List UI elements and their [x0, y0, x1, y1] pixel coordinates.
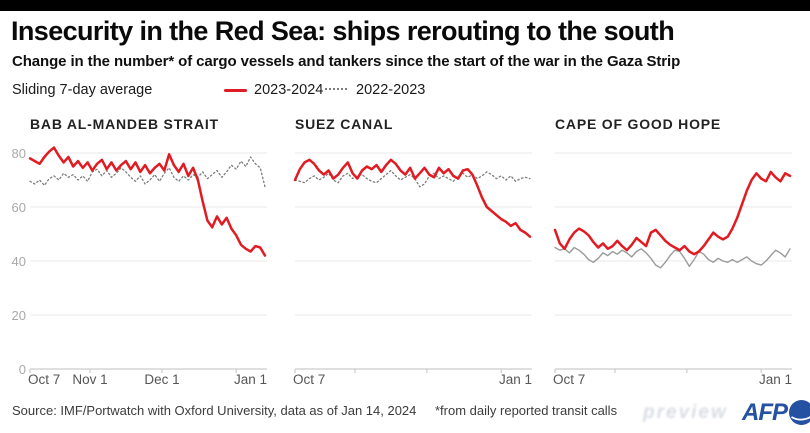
- x-label-c1-nov1: Nov 1: [72, 372, 108, 387]
- chart-cape-of-good-hope: [553, 152, 792, 373]
- x-label-c3-jan1: Jan 1: [758, 372, 792, 387]
- legend-label-2023-2024: 2023-2024: [254, 82, 324, 98]
- x-label-c3-oct7: Oct 7: [553, 372, 586, 387]
- x-label-c1-jan1: Jan 1: [233, 372, 267, 387]
- chart-suez-canal: [293, 152, 532, 373]
- series-line-2023-2024: [28, 146, 267, 257]
- series-line-2023-2024: [293, 158, 532, 238]
- series-line-2022-2023: [29, 156, 266, 188]
- y-axis-label-40: 40: [11, 254, 26, 269]
- series-line-2022-2023: [294, 169, 531, 188]
- legend-label-2022-2023: 2022-2023: [356, 82, 426, 98]
- chart-title-suez-canal: SUEZ CANAL: [295, 116, 394, 132]
- series-line-2022-2023: [554, 246, 791, 269]
- source-text: Source: IMF/Portwatch with Oxford Univer…: [12, 403, 417, 418]
- footnote-asterisk: *from daily reported transit calls: [435, 403, 618, 418]
- x-label-c2-jan1: Jan 1: [498, 372, 532, 387]
- y-axis-label-0: 0: [18, 362, 26, 377]
- series-line-2023-2024: [553, 170, 792, 256]
- chart-title-cape-of-good-hope: CAPE OF GOOD HOPE: [555, 116, 722, 132]
- y-axis-label-60: 60: [11, 200, 26, 215]
- page-title: Insecurity in the Red Sea: ships rerouti…: [11, 16, 675, 46]
- top-black-bar: [0, 0, 810, 11]
- x-label-c1-oct7: Oct 7: [28, 372, 61, 387]
- y-axis-label-20: 20: [11, 308, 26, 323]
- chart-title-bab-al-mandeb: BAB AL-MANDEB STRAIT: [30, 116, 219, 132]
- chart-bab-al-mandeb: [28, 146, 267, 373]
- afp-logo-text: AFP: [742, 398, 788, 426]
- y-axis-label-80: 80: [11, 146, 26, 161]
- x-label-c1-dec1: Dec 1: [144, 372, 180, 387]
- preview-watermark: preview: [643, 402, 728, 423]
- afp-globe-icon: [789, 400, 810, 425]
- legend-red-line-swatch: [224, 89, 247, 92]
- legend-dotted-line-swatch: [320, 88, 347, 90]
- page-subtitle: Change in the number* of cargo vessels a…: [12, 53, 681, 70]
- x-label-c2-oct7: Oct 7: [293, 372, 326, 387]
- afp-logo: AFP: [742, 397, 810, 428]
- legend-note: Sliding 7-day average: [12, 82, 153, 98]
